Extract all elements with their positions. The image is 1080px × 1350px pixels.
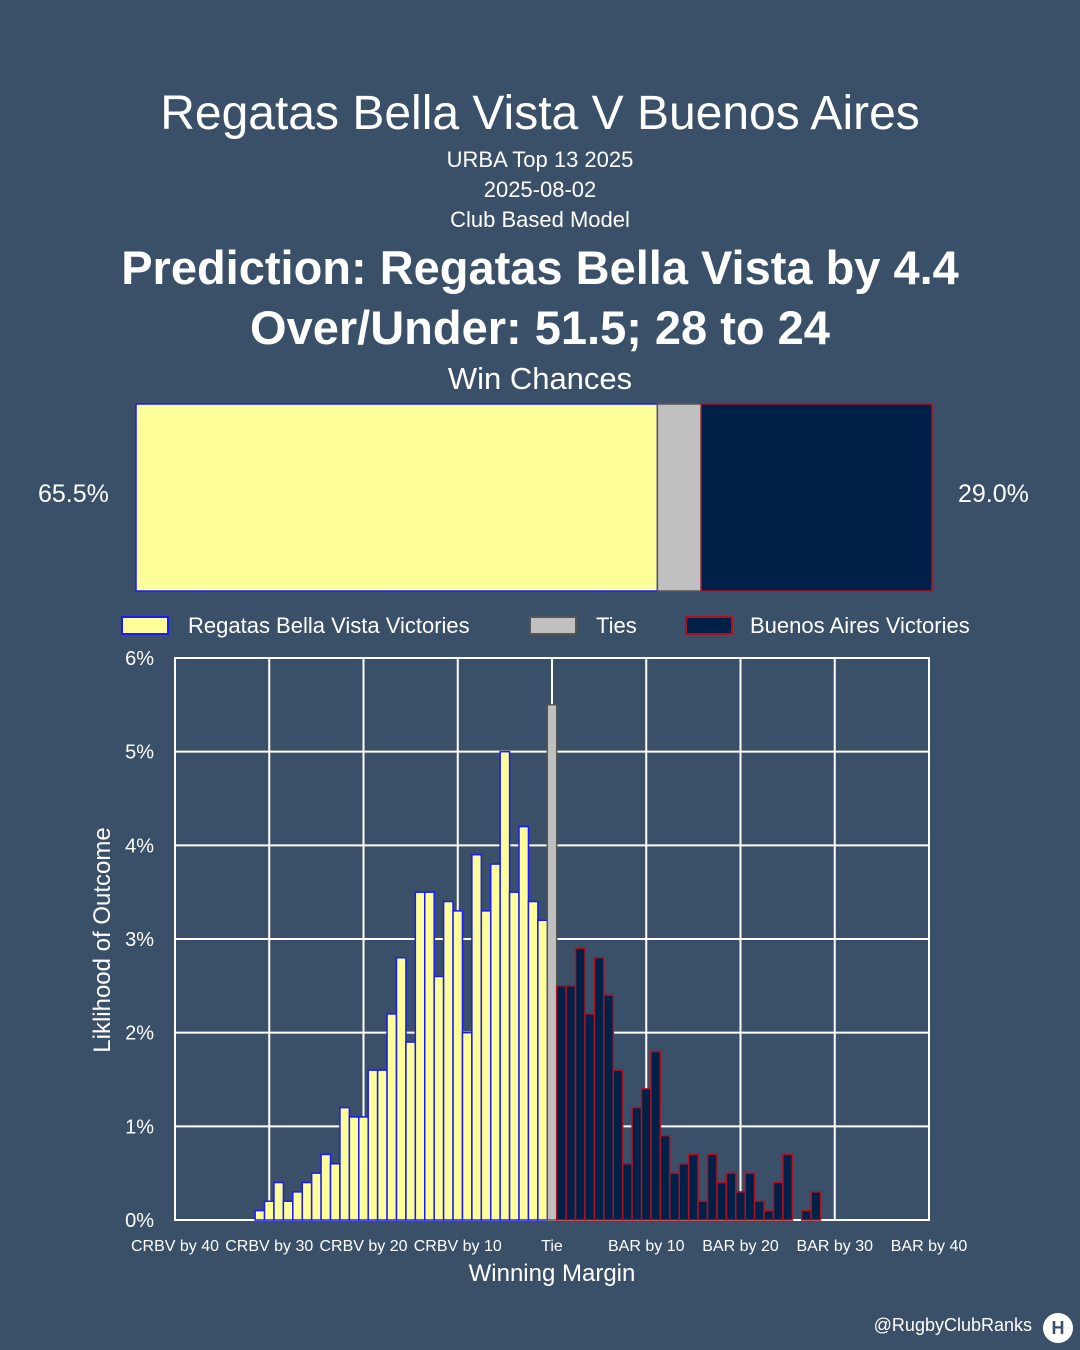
legend-label-1: Ties [596,613,637,638]
y-axis-label: Liklihood of Outcome [89,827,116,1052]
bar-2-3 [584,1013,596,1221]
bar-2-14 [687,1153,699,1221]
home-win-percentage: 65.5% [38,480,109,508]
bar-1-0 [546,704,558,1221]
bar-0-18 [424,891,435,1221]
bar-2-10 [650,1050,662,1221]
x-tick-label-0: CRBV by 40 [131,1238,219,1255]
x-tick-label-5: BAR by 10 [608,1238,685,1255]
bar-0-3 [282,1200,294,1221]
bar-2-13 [678,1163,690,1221]
bar-2-23 [772,1181,784,1221]
bar-0-30 [537,919,549,1221]
x-tick-label-7: BAR by 30 [797,1238,874,1255]
bar-0-20 [442,900,454,1221]
watermark: @RugbyClubRanks [873,1315,1032,1335]
y-tick-label-2: 2% [125,1023,154,1045]
chart-title: Regatas Bella Vista V Buenos Aires [160,87,920,140]
legend-label-0: Regatas Bella Vista Victories [188,613,470,638]
legend-label-2: Buenos Aires Victories [750,613,970,638]
bar-2-21 [753,1200,765,1221]
bar-0-25 [489,863,501,1221]
bar-2-16 [706,1153,718,1221]
win-chance-segment-1 [656,403,702,592]
bar-2-22 [763,1209,775,1221]
over-under-text: Over/Under: 51.5; 28 to 24 [250,301,830,354]
win-chances-title: Win Chances [447,361,633,396]
bar-0-13 [376,1069,388,1221]
bar-0-29 [527,900,539,1221]
match-date: 2025-08-02 [483,177,597,202]
bar-0-11 [358,1116,369,1221]
legend-swatch-0 [121,616,169,635]
model-label: Club Based Model [450,207,630,232]
bar-0-2 [273,1181,285,1221]
bar-2-12 [669,1172,680,1221]
bar-0-6 [310,1172,322,1221]
bar-0-7 [320,1153,332,1221]
bar-2-0 [555,985,567,1221]
y-tick-label-4: 4% [125,835,154,857]
rugby-posts-logo-icon: H [1043,1313,1073,1343]
x-tick-label-4: Tie [541,1238,563,1255]
bar-0-22 [461,1031,473,1221]
y-tick-label-0: 0% [125,1210,154,1232]
bar-2-20 [744,1172,756,1221]
bar-2-15 [697,1200,709,1221]
away-win-percentage: 29.0% [958,480,1029,508]
bar-2-11 [659,1134,671,1221]
bar-2-4 [593,956,605,1221]
bar-2-9 [640,1088,652,1221]
bar-0-9 [339,1106,351,1221]
bar-2-24 [782,1153,794,1221]
bar-0-27 [508,891,520,1221]
legend-swatch-2 [685,616,733,635]
bar-2-7 [621,1163,633,1221]
bar-0-10 [348,1116,360,1221]
x-tick-label-6: BAR by 20 [702,1238,779,1255]
bar-0-1 [263,1200,275,1221]
bar-2-17 [716,1181,728,1221]
bar-0-0 [254,1209,266,1221]
bar-2-18 [725,1172,737,1221]
x-tick-label-8: BAR by 40 [891,1238,968,1255]
bar-0-28 [518,825,530,1221]
x-tick-label-3: CRBV by 10 [414,1238,502,1255]
win-chance-segment-2 [700,403,933,592]
bar-2-1 [565,985,577,1221]
bar-2-5 [603,994,615,1221]
x-tick-label-1: CRBV by 30 [225,1238,313,1255]
bar-2-6 [612,1069,624,1221]
y-tick-label-6: 6% [125,648,154,670]
y-tick-label-1: 1% [125,1116,154,1138]
bar-0-23 [471,853,483,1221]
bar-0-26 [499,750,511,1221]
bar-0-15 [395,956,407,1221]
bar-0-4 [292,1191,303,1221]
legend-swatch-1 [529,616,577,635]
prediction-text: Prediction: Regatas Bella Vista by 4.4 [121,241,959,294]
x-tick-label-2: CRBV by 20 [319,1238,407,1255]
y-tick-label-5: 5% [125,742,154,764]
bar-2-27 [810,1191,822,1221]
win-chance-segment-0 [135,403,659,592]
bar-2-26 [801,1209,812,1221]
bar-2-8 [631,1106,643,1221]
bar-0-24 [480,910,492,1221]
x-axis-label: Winning Margin [469,1260,636,1287]
bar-0-17 [414,891,426,1221]
bar-0-16 [405,1041,417,1221]
y-tick-label-3: 3% [125,929,154,951]
bar-0-5 [301,1181,313,1221]
bar-2-19 [735,1191,746,1221]
competition-label: URBA Top 13 2025 [446,147,634,172]
bar-0-8 [329,1163,341,1221]
bar-0-19 [433,975,445,1221]
bar-0-14 [386,1013,398,1221]
bar-0-12 [367,1069,379,1221]
bar-2-2 [574,947,586,1221]
bar-0-21 [452,910,464,1221]
